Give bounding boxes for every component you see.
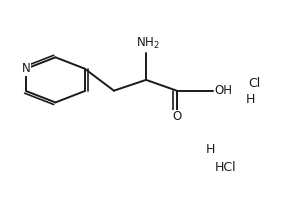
Text: H: H <box>245 93 255 106</box>
Text: NH$_2$: NH$_2$ <box>136 36 159 51</box>
Text: OH: OH <box>215 84 233 97</box>
Text: Cl: Cl <box>248 77 260 90</box>
Text: N: N <box>22 62 31 75</box>
Text: HCl: HCl <box>215 161 236 174</box>
Text: H: H <box>206 143 215 156</box>
Text: O: O <box>172 110 181 123</box>
